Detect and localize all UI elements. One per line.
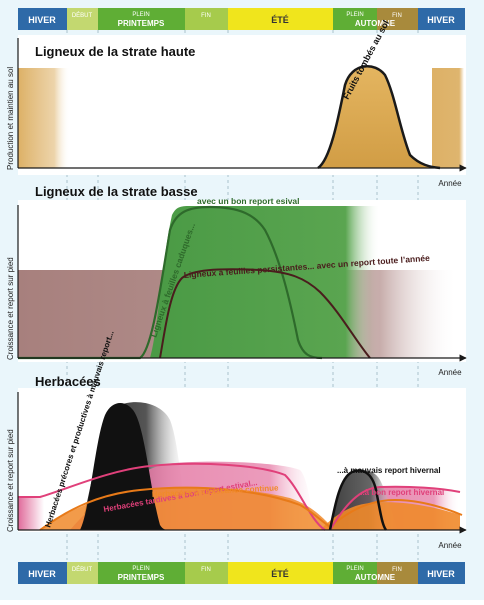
fruits-curve xyxy=(317,65,441,170)
season-debut-bottom xyxy=(67,562,98,584)
fruits-bell-area xyxy=(318,66,440,168)
season-ete xyxy=(228,8,333,30)
season-automne-label: AUTOMNE xyxy=(355,19,396,28)
panel1-ylabel: Production et maintien au sol xyxy=(6,67,15,170)
caduques-area xyxy=(150,206,380,358)
season-fin-automne-label-bottom: FIN xyxy=(392,567,402,573)
hivernal-good-curve xyxy=(329,485,461,531)
season-bar-top: HIVER DÉBUT PLEIN PRINTEMPS FIN ÉTÉ PLEI… xyxy=(18,8,465,30)
season-plein-automne-label-bottom: PLEIN xyxy=(346,566,363,572)
season-printemps-bottom xyxy=(98,562,185,584)
season-fin-printemps xyxy=(185,8,228,30)
panel1-winter-band xyxy=(18,68,70,168)
panel1-xlabel: Année xyxy=(438,179,462,188)
season-debut-label: DÉBUT xyxy=(72,12,93,19)
tardives-curve xyxy=(18,462,326,531)
panel2-title: Ligneux de la strate basse xyxy=(35,184,198,199)
panel3-title: Herbacées xyxy=(35,374,101,389)
panel-herbacees: Herbacées Croissance et report sur pied … xyxy=(6,330,467,550)
hivernal-good-label: ...à bon report hivernal xyxy=(358,488,444,497)
season-automne-bottom xyxy=(333,562,377,584)
hivernal-bad-curve xyxy=(328,469,388,531)
panel2-ylabel: Croissance et report sur pied xyxy=(6,257,15,360)
continue-curve xyxy=(39,486,463,531)
season-fin-printemps-bottom xyxy=(185,562,228,584)
season-fin-automne xyxy=(377,8,418,30)
season-plein-automne-label: PLEIN xyxy=(346,12,363,18)
season-plein-label-bottom: PLEIN xyxy=(132,566,149,572)
season-ete-label: ÉTÉ xyxy=(271,15,289,25)
season-hiver-label-bottom: HIVER xyxy=(28,569,56,579)
panel3-xlabel: Année xyxy=(438,541,462,550)
season-plein-automne xyxy=(333,8,377,30)
persistantes-curve xyxy=(159,268,371,359)
season-fin-label: FIN xyxy=(201,13,211,19)
pink-winter-band xyxy=(18,496,44,530)
panel1-title: Ligneux de la strate haute xyxy=(35,44,195,59)
season-hiver-end-label-bottom: HIVER xyxy=(427,569,455,579)
season-hiver-end-bottom xyxy=(418,562,465,584)
season-plein-label: PLEIN xyxy=(132,12,149,18)
panel2-xlabel: Année xyxy=(438,368,462,377)
caduques-curve xyxy=(18,205,323,360)
season-hiver xyxy=(18,8,67,30)
season-bar-bottom: HIVER DÉBUT PLEIN PRINTEMPS FIN ÉTÉ PLEI… xyxy=(18,562,465,584)
season-hiver-end-label: HIVER xyxy=(427,15,455,25)
season-automne-label-bottom: AUTOMNE xyxy=(355,573,396,582)
panel3-ylabel: Croissance et report sur pied xyxy=(6,429,15,532)
season-debut-label-bottom: DÉBUT xyxy=(72,566,93,573)
season-plein-printemps xyxy=(98,8,185,30)
panel-strate-haute: Ligneux de la strate haute Production et… xyxy=(6,19,467,188)
panel1-winter-band-right xyxy=(432,68,464,168)
season-fin-automne-bottom xyxy=(377,562,418,584)
season-printemps-label-bottom: PRINTEMPS xyxy=(118,573,165,582)
caduques-label-cont: avec un bon report esival xyxy=(197,196,300,206)
panel-strate-basse: Ligneux de la strate basse Croissance et… xyxy=(6,184,467,377)
season-ete-label-bottom: ÉTÉ xyxy=(271,569,289,579)
hivernal-bad-label: ...à mauvais report hivernal xyxy=(337,466,441,475)
season-debut-printemps xyxy=(67,8,98,30)
season-hiver-label: HIVER xyxy=(28,15,56,25)
season-fin-label-bottom: FIN xyxy=(201,567,211,573)
season-printemps-label: PRINTEMPS xyxy=(118,19,165,28)
season-ete-bottom xyxy=(228,562,333,584)
season-hiver-end xyxy=(418,8,465,30)
season-hiver-bottom xyxy=(18,562,67,584)
season-fin-automne-label: FIN xyxy=(392,13,402,19)
